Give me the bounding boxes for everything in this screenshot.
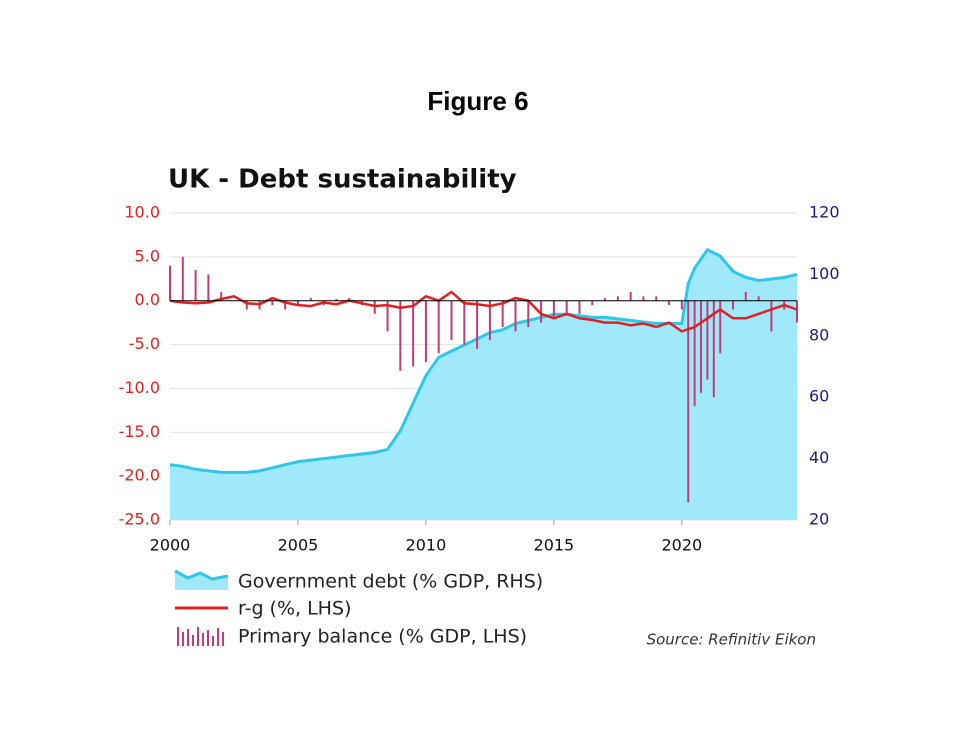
line — [169, 290, 798, 333]
bar — [578, 300, 581, 314]
legend-swatch — [175, 571, 228, 590]
y-tick-label: 10.0 — [124, 203, 160, 222]
y-tick-label: -25.0 — [119, 510, 160, 529]
bar — [540, 300, 543, 323]
bar — [296, 300, 299, 306]
bar — [271, 300, 274, 306]
bar — [744, 291, 747, 301]
bar — [437, 300, 440, 354]
y2-tick-label: 20 — [809, 510, 829, 529]
bar — [642, 296, 645, 301]
legend: Government debt (% GDP, RHS) r-g (%, LHS… — [174, 569, 543, 648]
bar — [527, 300, 530, 328]
bar — [181, 256, 184, 301]
y-tick-label: -5.0 — [129, 334, 160, 353]
bar — [565, 300, 568, 314]
x-tick-label: 2010 — [406, 536, 447, 555]
bar — [348, 298, 351, 301]
bar — [655, 296, 658, 301]
bar — [169, 265, 171, 301]
bar — [680, 300, 683, 310]
legend-swatch — [177, 627, 224, 646]
plot — [169, 212, 798, 525]
bar — [712, 300, 715, 398]
y-tick-label: 0.0 — [135, 290, 160, 309]
bar — [668, 300, 671, 306]
x-tick-label: 2005 — [278, 536, 319, 555]
bar — [770, 300, 773, 332]
x-tick-label: 2015 — [534, 536, 575, 555]
bar — [757, 296, 760, 301]
bar — [693, 300, 696, 406]
figure-label: Figure 6 — [427, 86, 528, 116]
bar — [501, 300, 504, 328]
bar — [629, 291, 632, 301]
bar — [616, 296, 619, 301]
bar — [604, 298, 607, 301]
bar — [207, 274, 210, 301]
bar — [687, 300, 690, 503]
bar — [732, 300, 735, 310]
bar — [591, 300, 594, 306]
y-tick-label: -20.0 — [119, 466, 160, 485]
bar — [424, 300, 427, 363]
bar — [796, 300, 798, 323]
x-tick-label: 2020 — [661, 536, 702, 555]
legend-label: r-g (%, LHS) — [238, 598, 351, 620]
bar — [335, 298, 338, 301]
y-tick-label: -10.0 — [119, 378, 160, 397]
legend-label: Primary balance (% GDP, LHS) — [238, 626, 527, 648]
bar — [514, 300, 517, 332]
y-tick-label: 5.0 — [135, 246, 160, 265]
y-tick-label: -15.0 — [119, 422, 160, 441]
legend-swatch — [174, 569, 229, 581]
y2-tick-label: 120 — [809, 203, 840, 222]
y2-tick-label: 80 — [809, 325, 829, 344]
bar — [700, 300, 703, 393]
bar — [706, 300, 709, 380]
bar — [194, 270, 197, 301]
bar — [245, 300, 248, 310]
bar — [309, 298, 312, 301]
y2-tick-label: 60 — [809, 387, 829, 406]
y2-tick-label: 100 — [809, 264, 840, 283]
x-tick-label: 2000 — [150, 536, 191, 555]
chart-title: UK - Debt sustainability — [168, 165, 517, 195]
source: Source: Refinitiv Eikon — [647, 631, 816, 649]
bar — [220, 291, 223, 301]
legend-label: Government debt (% GDP, RHS) — [238, 571, 543, 593]
bar — [284, 300, 287, 310]
bar — [386, 300, 389, 332]
area — [170, 249, 797, 521]
bar — [476, 300, 479, 349]
bar — [552, 300, 555, 319]
bar — [399, 300, 402, 371]
bar — [719, 300, 722, 354]
bar — [412, 300, 415, 367]
bar — [450, 300, 453, 341]
bar — [463, 300, 466, 345]
y2-tick-label: 40 — [809, 448, 829, 467]
bar — [488, 300, 491, 341]
bar — [373, 300, 376, 314]
